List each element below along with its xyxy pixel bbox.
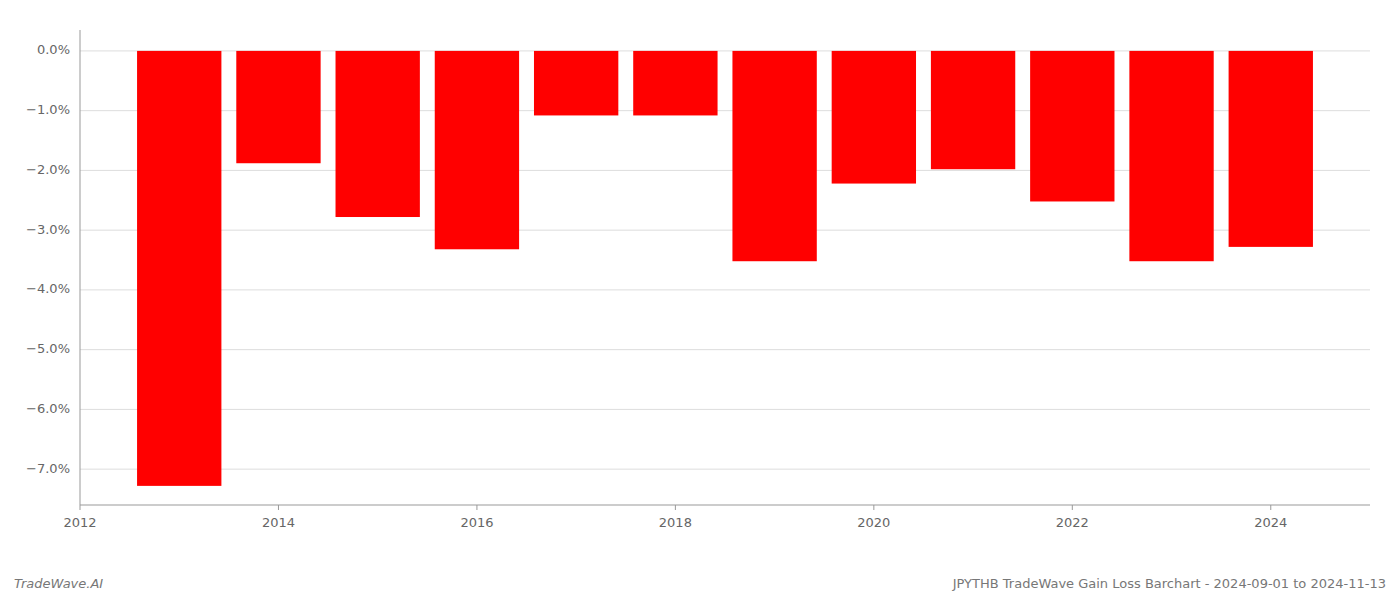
axes	[80, 30, 1370, 505]
bar	[1229, 51, 1313, 247]
y-axis: 0.0% −1.0% −2.0% −3.0% −4.0% −5.0% −6.0% −7.0%	[26, 42, 70, 475]
footer-left: TradeWave.AI	[14, 576, 103, 591]
x-tick	[278, 505, 279, 510]
y-tick-label: −1.0%	[26, 102, 70, 117]
x-tick-label: 2018	[659, 515, 692, 530]
x-axis-line	[80, 505, 1370, 506]
x-axis: 2012 2014 2016 2018 2020 2022 2024	[63, 505, 1287, 530]
grid-line	[80, 289, 1370, 290]
bars	[137, 51, 1313, 486]
bar	[1030, 51, 1114, 202]
y-tick-label: −2.0%	[26, 162, 70, 177]
grid-line	[80, 349, 1370, 350]
x-tick	[80, 505, 81, 510]
grid	[80, 51, 1370, 469]
bar	[236, 51, 320, 163]
footer-title: JPYTHB TradeWave Gain Loss Barchart - 20…	[952, 576, 1386, 591]
x-tick-label: 2024	[1254, 515, 1287, 530]
y-tick-label: −7.0%	[26, 461, 70, 476]
bar	[732, 51, 816, 261]
x-tick	[675, 505, 676, 510]
bar	[336, 51, 420, 217]
bar	[1129, 51, 1213, 261]
grid-line	[80, 409, 1370, 410]
x-tick-label: 2012	[63, 515, 96, 530]
x-tick-label: 2016	[460, 515, 493, 530]
bar	[832, 51, 916, 184]
x-tick	[1270, 505, 1271, 510]
chart: 0.0% −1.0% −2.0% −3.0% −4.0% −5.0% −6.0% −7.0% 2…	[0, 0, 1400, 600]
x-tick-label: 2014	[262, 515, 295, 530]
x-tick-label: 2020	[857, 515, 890, 530]
bar	[435, 51, 519, 249]
x-tick-label: 2022	[1056, 515, 1089, 530]
bar	[633, 51, 717, 116]
bar	[534, 51, 618, 116]
y-tick-label: −4.0%	[26, 281, 70, 296]
y-tick-label: −3.0%	[26, 222, 70, 237]
y-axis-line	[80, 30, 81, 505]
y-tick-label: −5.0%	[26, 341, 70, 356]
bar	[137, 51, 221, 486]
grid-line	[80, 469, 1370, 470]
x-tick	[476, 505, 477, 510]
y-tick-label: 0.0%	[37, 42, 70, 57]
bar	[931, 51, 1015, 169]
page: {"chart_data": {"type": "bar", "title": …	[0, 0, 1400, 600]
x-tick	[1072, 505, 1073, 510]
x-tick	[873, 505, 874, 510]
y-tick-label: −6.0%	[26, 401, 70, 416]
